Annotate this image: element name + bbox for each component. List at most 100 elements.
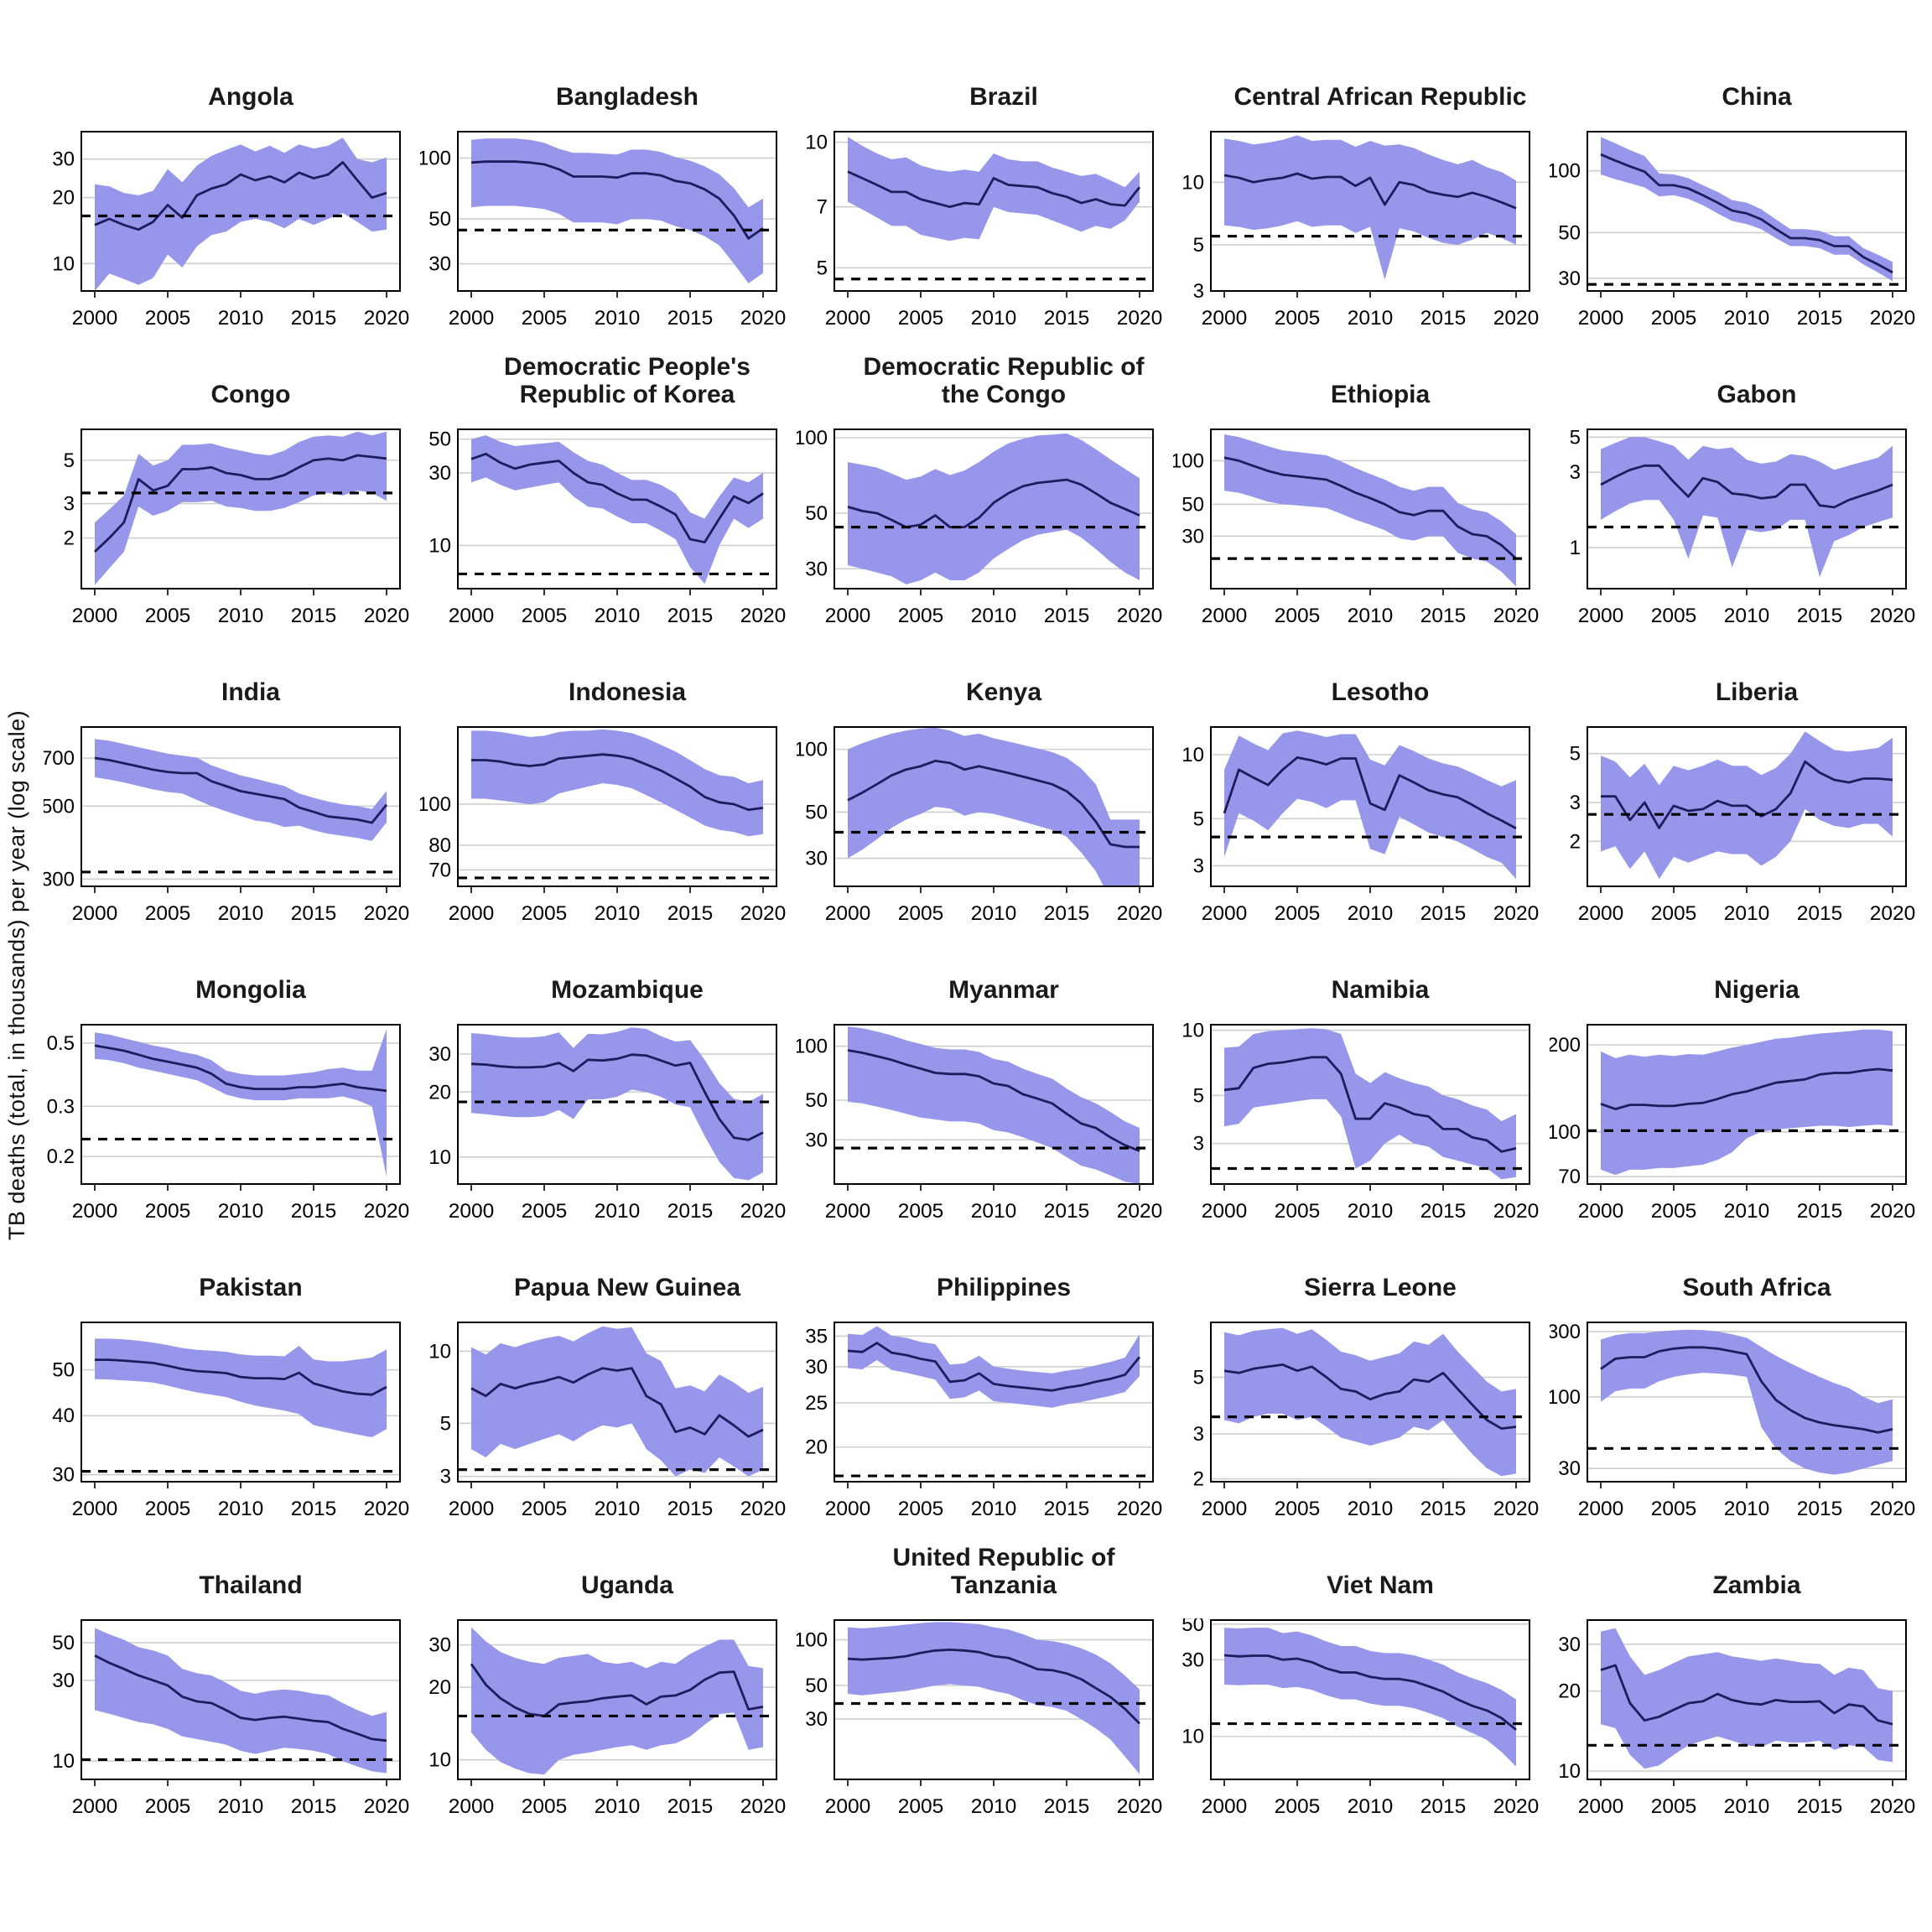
- x-tick-label: 2020: [1870, 1795, 1916, 1818]
- x-tick-label: 2005: [145, 1795, 191, 1818]
- facet-panel: Zambia 10 20 30 2000 2005 2010 2015 2020: [1550, 1532, 1926, 1830]
- estimate-line: [94, 454, 387, 553]
- x-tick-label: 2015: [1420, 1200, 1467, 1223]
- y-tick-label: 100: [420, 793, 451, 816]
- facet-title: Democratic People's Republic of Korea: [504, 352, 750, 409]
- facet-chart: 10 20 30 2000 2005 2010 2015 2020: [428, 1619, 786, 1818]
- x-tick-label: 2005: [1275, 1498, 1321, 1520]
- facet-title: Congo: [210, 381, 291, 409]
- facet-chart: 20 25 30 35 2000 2005 2010 2015 2020: [805, 1322, 1162, 1520]
- x-tick-label: 2020: [1117, 605, 1163, 627]
- y-tick-label: 30: [428, 253, 451, 276]
- y-tick-label: 5: [1193, 1366, 1204, 1389]
- y-tick-label: 5: [1193, 234, 1204, 257]
- estimate-line: [470, 1663, 764, 1717]
- x-tick-label: 2015: [667, 902, 714, 925]
- y-tick-label: 50: [805, 502, 828, 525]
- uncertainty-ribbon: [95, 1628, 387, 1774]
- x-tick-label: 2015: [667, 1795, 714, 1818]
- y-tick-label: 100: [1550, 1386, 1581, 1409]
- estimate-line: [94, 161, 387, 231]
- uncertainty-ribbon: [848, 1326, 1140, 1408]
- facet-title: Lesotho: [1331, 678, 1430, 707]
- facet-title: Zambia: [1712, 1571, 1801, 1600]
- x-tick-label: 2000: [72, 1200, 118, 1223]
- estimate-line: [470, 160, 764, 240]
- x-tick-label: 2000: [1202, 902, 1248, 925]
- x-tick-label: 2000: [72, 902, 118, 925]
- y-tick-label: 5: [817, 257, 828, 279]
- y-tick-label: 30: [1558, 1633, 1581, 1656]
- x-tick-label: 2015: [1797, 1498, 1843, 1520]
- facet-panel: Namibia 3 5 10 2000 2005 2010 2015 2020: [1173, 937, 1550, 1234]
- x-tick-label: 2000: [1578, 307, 1624, 330]
- x-tick-label: 2010: [595, 1200, 641, 1223]
- y-tick-label: 70: [428, 859, 451, 881]
- facet-panel: Democratic People's Republic of Korea 10 3…: [420, 341, 797, 639]
- estimate-line: [1223, 756, 1517, 830]
- x-tick-label: 2005: [1651, 1200, 1697, 1223]
- x-tick-label: 2005: [898, 1200, 944, 1223]
- x-tick-label: 2010: [1348, 1200, 1394, 1223]
- uncertainty-ribbon: [1601, 1029, 1893, 1176]
- x-tick-label: 2005: [145, 902, 191, 925]
- facet-title: Indonesia: [568, 678, 687, 707]
- y-tick-label: 30: [428, 1634, 451, 1657]
- y-tick-label: 7: [817, 196, 828, 219]
- x-tick-label: 2015: [291, 1795, 337, 1818]
- uncertainty-ribbon: [1601, 1329, 1893, 1475]
- y-tick-label: 70: [1558, 1166, 1581, 1188]
- y-tick-label: 3: [1570, 792, 1581, 814]
- x-tick-label: 2005: [145, 1498, 191, 1520]
- facet-chart: 10 20 30 2000 2005 2010 2015 2020: [1558, 1619, 1916, 1818]
- facet-title: Namibia: [1331, 976, 1430, 1005]
- x-tick-label: 2015: [1797, 605, 1843, 627]
- y-tick-label: 100: [1550, 1121, 1581, 1144]
- x-tick-label: 2005: [1651, 1795, 1697, 1818]
- facet-title: China: [1722, 83, 1792, 112]
- y-tick-label: 100: [1550, 160, 1581, 183]
- uncertainty-ribbon: [848, 727, 1140, 886]
- uncertainty-ribbon: [95, 431, 387, 585]
- y-tick-label: 5: [1570, 428, 1581, 449]
- x-tick-label: 2015: [1797, 307, 1843, 330]
- x-tick-label: 2010: [971, 605, 1017, 627]
- y-tick-label: 40: [52, 1405, 75, 1427]
- y-tick-label: 300: [44, 868, 75, 891]
- uncertainty-ribbon: [95, 739, 387, 841]
- estimate-line: [470, 452, 764, 543]
- x-tick-label: 2000: [1202, 307, 1248, 330]
- x-tick-label: 2015: [1044, 1498, 1090, 1520]
- facet-chart: 30 50 100 2000 2005 2010 2015 2020: [794, 1619, 1162, 1818]
- facet-title: Angola: [208, 83, 293, 112]
- uncertainty-ribbon: [471, 138, 763, 283]
- facet-panel: Brazil 5 7 10 2000 2005 2010 2015 2020: [797, 44, 1173, 341]
- y-tick-label: 3: [1193, 280, 1204, 303]
- x-tick-label: 2000: [1202, 605, 1248, 627]
- y-tick-label: 3: [1193, 1133, 1204, 1156]
- uncertainty-ribbon: [471, 1627, 763, 1775]
- x-tick-label: 2020: [1870, 605, 1916, 627]
- facet-title: South Africa: [1682, 1274, 1831, 1302]
- y-tick-label: 10: [1182, 744, 1204, 766]
- y-tick-label: 200: [1550, 1034, 1581, 1057]
- x-tick-label: 2020: [1493, 902, 1540, 925]
- x-tick-label: 2020: [1117, 902, 1163, 925]
- uncertainty-ribbon: [1224, 1628, 1516, 1767]
- estimate-line: [94, 1044, 387, 1093]
- y-tick-label: 5: [440, 1412, 451, 1435]
- facet-panel: Mongolia 0.2 0.3 0.5 2000 2005 2010 2015 2020: [44, 937, 420, 1234]
- x-tick-label: 2005: [1651, 902, 1697, 925]
- uncertainty-ribbon: [1224, 1327, 1516, 1477]
- x-tick-label: 2000: [1578, 1498, 1624, 1520]
- y-tick-label: 0.5: [47, 1032, 75, 1055]
- y-tick-label: 1: [1570, 537, 1581, 559]
- uncertainty-ribbon: [848, 433, 1140, 584]
- x-tick-label: 2015: [291, 902, 337, 925]
- facet-panel: Central African Republic 3 5 10 2000 2005 2010…: [1173, 44, 1550, 341]
- x-tick-label: 2005: [522, 902, 568, 925]
- facet-title: Bangladesh: [555, 83, 699, 112]
- facet-panel: Uganda 10 20 30 2000 2005 2010 2015 2020: [420, 1532, 797, 1830]
- x-tick-label: 2000: [72, 605, 118, 627]
